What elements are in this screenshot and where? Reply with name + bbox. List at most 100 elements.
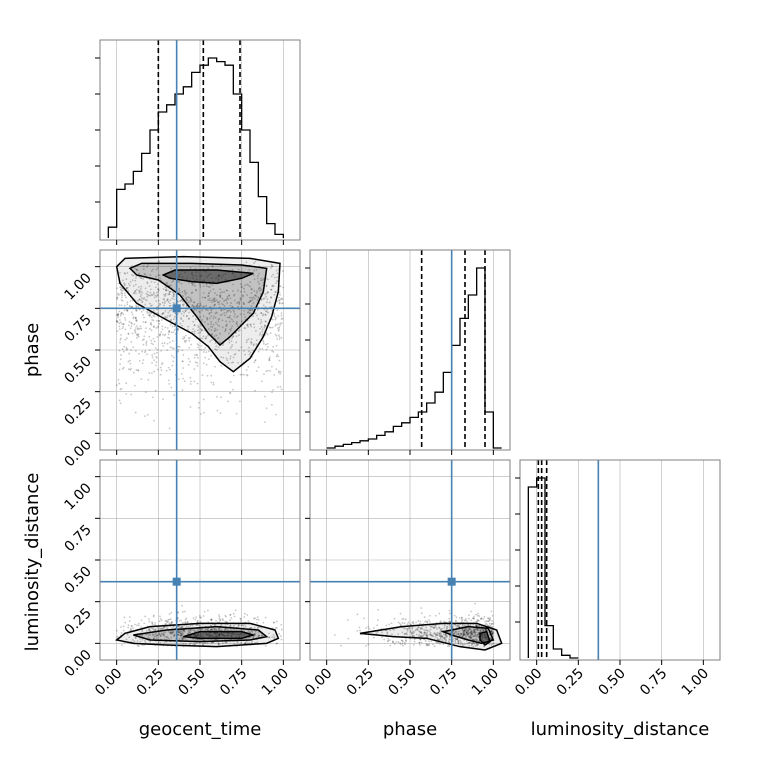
sample-point	[372, 627, 375, 629]
sample-point	[135, 369, 138, 371]
truth-marker	[172, 304, 181, 313]
sample-point	[170, 620, 173, 623]
sample-point	[232, 361, 235, 364]
sample-point	[270, 288, 273, 291]
sample-point	[250, 343, 253, 345]
sample-point	[155, 357, 158, 359]
sample-point	[167, 300, 170, 303]
sample-point	[404, 643, 406, 646]
sample-point	[264, 343, 267, 346]
sample-point	[276, 627, 278, 629]
sample-point	[212, 280, 215, 283]
sample-point	[177, 350, 180, 353]
sample-point	[118, 368, 121, 371]
sample-point	[250, 305, 253, 307]
sample-point	[142, 309, 145, 312]
sample-point	[490, 610, 493, 613]
sample-point	[151, 356, 154, 359]
sample-point	[150, 316, 153, 319]
sample-point	[168, 622, 171, 625]
sample-point	[376, 624, 379, 627]
sample-point	[275, 344, 278, 347]
sample-point	[202, 315, 205, 318]
sample-point	[261, 347, 264, 350]
sample-point	[196, 354, 198, 357]
sample-point	[167, 311, 170, 314]
sample-point	[159, 303, 162, 306]
sample-point	[273, 293, 276, 296]
sample-point	[248, 353, 251, 356]
sample-point	[171, 364, 174, 367]
sample-point	[193, 368, 196, 371]
sample-point	[264, 320, 267, 323]
sample-point	[213, 300, 216, 303]
sample-point	[184, 621, 186, 624]
sample-point	[246, 323, 249, 326]
sample-point	[143, 272, 146, 275]
sample-point	[158, 322, 161, 325]
sample-point	[270, 263, 273, 266]
sample-point	[140, 378, 143, 381]
sample-point	[368, 628, 371, 630]
sample-point	[154, 294, 157, 297]
sample-point	[145, 299, 148, 302]
sample-point	[231, 343, 234, 346]
sample-point	[254, 359, 257, 362]
sample-point	[172, 301, 175, 304]
sample-point	[131, 305, 134, 308]
sample-point	[150, 270, 153, 272]
sample-point	[249, 309, 252, 312]
sample-point	[151, 396, 154, 399]
sample-point	[406, 623, 409, 626]
sample-point	[142, 320, 145, 323]
sample-point	[148, 302, 151, 305]
sample-point	[448, 644, 451, 647]
sample-point	[488, 619, 491, 621]
sample-point	[249, 299, 252, 302]
sample-point	[117, 313, 120, 316]
sample-point	[155, 327, 158, 329]
sample-point	[262, 341, 265, 343]
sample-point	[260, 380, 263, 383]
sample-point	[129, 368, 132, 371]
sample-point	[158, 304, 160, 307]
sample-point	[377, 608, 379, 611]
sample-point	[259, 327, 261, 330]
sample-point	[275, 323, 277, 326]
sample-point	[270, 296, 272, 298]
sample-point	[280, 322, 283, 325]
sample-point	[146, 310, 148, 313]
sample-point	[227, 400, 229, 403]
sample-point	[148, 620, 151, 623]
sample-point	[229, 315, 231, 317]
sample-point	[123, 304, 126, 307]
sample-point	[214, 316, 217, 319]
sample-point	[140, 327, 142, 330]
sample-point	[166, 349, 169, 352]
sample-point	[264, 293, 267, 296]
sample-point	[141, 301, 143, 304]
sample-point	[164, 289, 167, 291]
sample-point	[209, 290, 212, 292]
sample-point	[271, 349, 274, 352]
sample-point	[129, 280, 132, 283]
sample-point	[227, 332, 230, 335]
sample-point	[420, 612, 423, 615]
sample-point	[279, 371, 282, 373]
sample-point	[418, 622, 421, 625]
sample-point	[178, 291, 181, 294]
sample-point	[135, 277, 137, 279]
sample-point	[222, 619, 224, 622]
sample-point	[193, 380, 196, 383]
sample-point	[119, 314, 122, 317]
sample-point	[475, 613, 478, 616]
sample-point	[214, 321, 217, 324]
sample-point	[159, 333, 162, 336]
sample-point	[383, 638, 386, 641]
sample-point	[255, 329, 257, 332]
sample-point	[141, 644, 144, 647]
sample-point	[125, 287, 128, 290]
sample-point	[254, 359, 257, 361]
sample-point	[137, 624, 140, 627]
sample-point	[118, 399, 121, 402]
